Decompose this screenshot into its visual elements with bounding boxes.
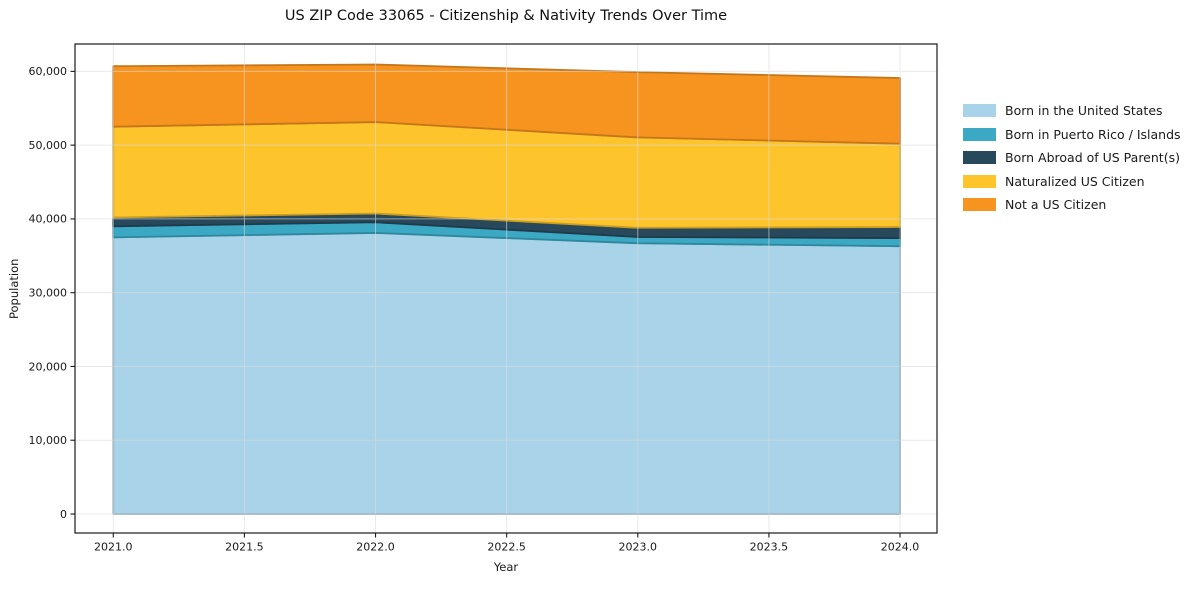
y-tick-label: 0 xyxy=(60,508,67,521)
legend-label: Born in Puerto Rico / Islands xyxy=(1005,126,1181,142)
legend-swatch-icon xyxy=(963,174,996,188)
x-axis-label: Year xyxy=(493,560,519,574)
y-tick-label: 10,000 xyxy=(29,434,68,447)
chart-title: US ZIP Code 33065 - Citizenship & Nativi… xyxy=(284,8,728,24)
legend-swatch-icon xyxy=(963,104,996,117)
gridlines xyxy=(75,44,937,533)
y-tick-label: 20,000 xyxy=(29,360,68,373)
y-tick-label: 30,000 xyxy=(29,286,68,299)
legend-label: Not a US Citizen xyxy=(1005,197,1107,212)
legend-item-naturalized-us-citizen: Naturalized US Citizen xyxy=(963,173,1181,189)
y-axis-label: Population xyxy=(7,258,21,319)
legend-item-not-a-us-citizen: Not a US Citizen xyxy=(963,198,1181,211)
plot-border xyxy=(74,43,938,534)
legend-label: Born Abroad of US Parent(s) xyxy=(1005,150,1180,165)
x-tick-label: 2021.0 xyxy=(94,541,133,554)
tick-marks xyxy=(70,70,901,538)
y-tick-label: 60,000 xyxy=(29,65,68,78)
x-tick-label: 2021.5 xyxy=(225,541,264,554)
legend-swatch-icon xyxy=(963,151,996,164)
legend-item-born-in-the-united-states: Born in the United States xyxy=(963,104,1181,117)
legend-swatch-icon xyxy=(963,198,996,211)
legend-item-born-abroad-of-us-parent-s: Born Abroad of US Parent(s) xyxy=(963,151,1181,164)
y-tick-label: 40,000 xyxy=(29,213,68,226)
x-tick-label: 2022.0 xyxy=(356,541,395,554)
y-tick-label: 50,000 xyxy=(29,139,68,152)
x-tick-label: 2023.5 xyxy=(750,541,789,554)
legend-swatch-icon xyxy=(963,127,996,141)
legend-label: Born in the United States xyxy=(1005,103,1163,118)
x-tick-label: 2024.0 xyxy=(881,541,920,554)
legend-item-born-in-puerto-rico-islands: Born in Puerto Rico / Islands xyxy=(963,126,1181,142)
x-tick-label: 2023.0 xyxy=(619,541,658,554)
legend-label: Naturalized US Citizen xyxy=(1005,173,1145,189)
legend: Born in the United States Born in Puerto … xyxy=(963,104,1181,211)
x-tick-label: 2022.5 xyxy=(487,541,526,554)
